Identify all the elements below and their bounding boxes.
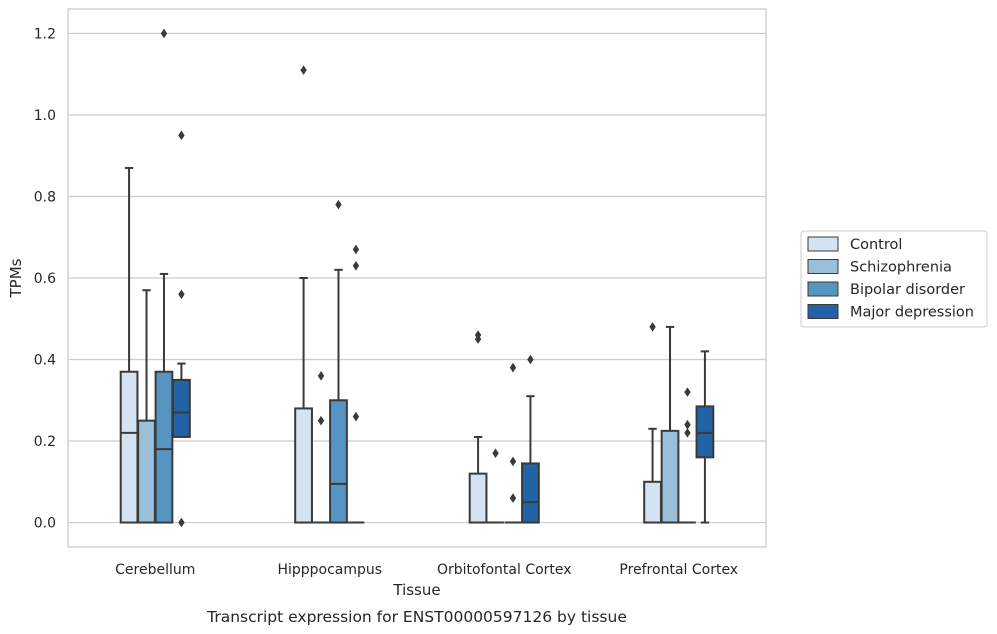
y-tick-label: 1.0 <box>34 108 56 124</box>
x-tick-label: Cerebellum <box>115 562 195 578</box>
box-body <box>294 407 313 524</box>
legend-label: Major depression <box>850 305 974 321</box>
outlier-point <box>352 260 360 271</box>
box-body <box>154 370 174 524</box>
y-axis-label: TPMs <box>7 258 25 298</box>
outlier-point <box>492 448 499 459</box>
chart-caption: Transcript expression for ENST0000059712… <box>206 608 627 626</box>
y-tick-label: 1.2 <box>34 26 56 42</box>
outlier-point <box>684 428 691 438</box>
legend-frame <box>800 230 988 328</box>
legend-label: Bipolar disorder <box>850 282 965 298</box>
legend-swatch <box>807 281 839 297</box>
box-group <box>312 371 330 524</box>
outlier-point <box>317 371 325 381</box>
box-group <box>347 244 365 524</box>
legend-label: Schizophrenia <box>850 260 952 276</box>
outlier-point <box>178 130 185 141</box>
outlier-point <box>178 517 185 528</box>
x-axis-ticks: Cerebellum Hipppocampus Orbitofontal Corte… <box>115 562 738 578</box>
plot-area <box>119 28 715 528</box>
y-tick-label: 0.8 <box>34 189 56 205</box>
box-group <box>329 199 348 524</box>
legend: Control Schizophrenia Bipolar disorder Majo… <box>800 230 988 328</box>
outlier-point <box>352 411 360 422</box>
y-tick-label: 0.6 <box>34 271 56 287</box>
box-group <box>119 166 139 524</box>
outlier-point <box>509 456 517 467</box>
box-body <box>172 378 191 438</box>
box-group <box>154 28 174 524</box>
box-group <box>660 325 680 524</box>
outlier-point <box>649 322 656 332</box>
outlier-point <box>317 415 325 426</box>
outlier-point <box>335 199 342 210</box>
outlier-point <box>684 419 691 430</box>
box-group <box>521 354 540 524</box>
outlier-point <box>509 362 517 373</box>
legend-label: Control <box>850 237 902 253</box>
box-group <box>294 65 313 524</box>
outlier-point <box>300 65 307 75</box>
legend-swatch <box>807 304 839 319</box>
y-tick-label: 0.4 <box>34 353 56 369</box>
box-body <box>660 429 680 524</box>
outlier-point <box>527 354 534 365</box>
outlier-point <box>684 387 691 397</box>
box-group <box>504 362 522 524</box>
box-body <box>137 419 156 524</box>
box-group <box>172 130 191 528</box>
legend-swatch <box>807 236 839 252</box>
y-axis-ticks: 0.0 0.2 0.4 0.6 0.8 1.0 1.2 <box>34 26 56 531</box>
box-body <box>643 480 662 524</box>
outlier-point <box>509 493 517 503</box>
box-group <box>468 330 488 524</box>
box-group <box>643 322 662 524</box>
plot-frame <box>67 8 767 548</box>
box-body <box>521 462 540 524</box>
outlier-point <box>160 28 168 39</box>
box-body <box>329 399 348 524</box>
outlier-point <box>474 330 482 340</box>
box-body <box>695 405 715 459</box>
outlier-point <box>178 289 185 300</box>
x-tick-label: Hipppocampus <box>277 562 382 578</box>
box-body <box>119 370 139 524</box>
x-tick-label: Prefrontal Cortex <box>619 562 738 578</box>
x-tick-label: Orbitofontal Cortex <box>437 562 572 578</box>
legend-swatch <box>807 259 839 274</box>
box-body <box>468 472 488 524</box>
box-group <box>679 387 696 524</box>
box-group <box>695 350 715 524</box>
y-tick-label: 0.2 <box>34 434 56 450</box>
y-tick-label: 0.0 <box>34 516 56 532</box>
x-axis-label: Tissue <box>392 581 440 599</box>
box-group <box>487 448 504 524</box>
outlier-point <box>352 244 360 255</box>
